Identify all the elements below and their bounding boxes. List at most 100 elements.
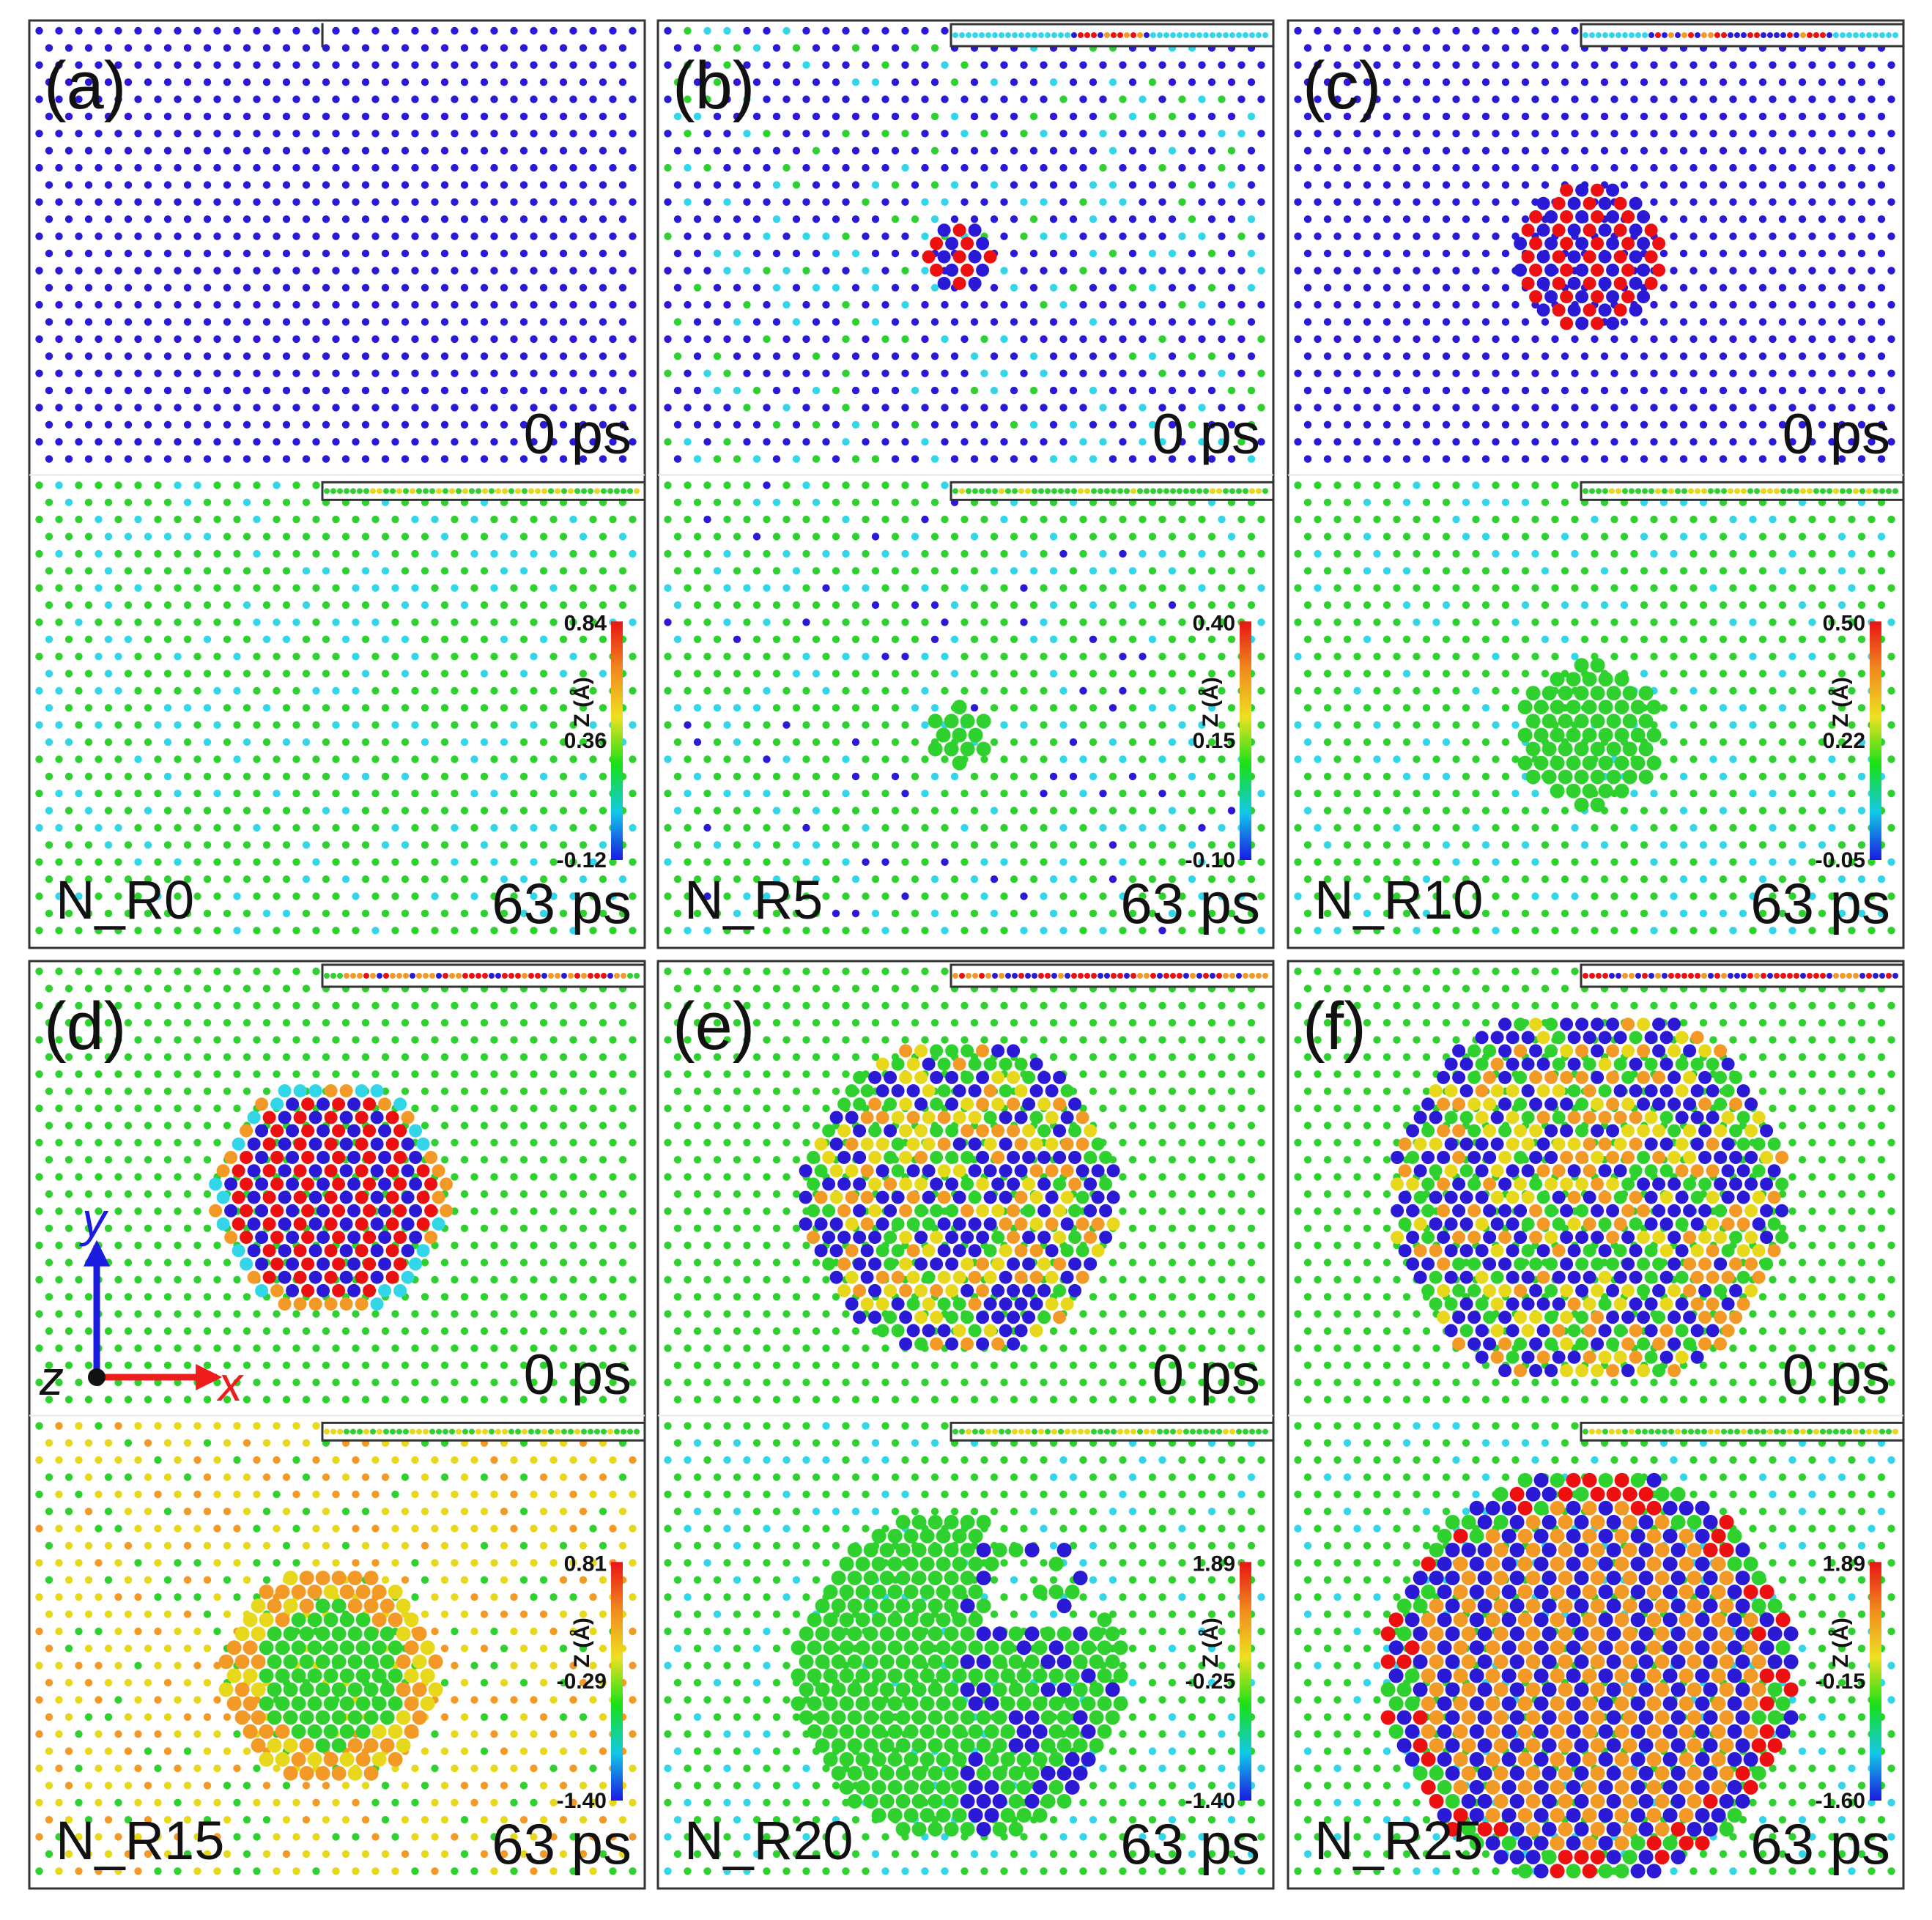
atom (1207, 249, 1216, 258)
atom (401, 670, 410, 678)
atom (970, 181, 979, 189)
atom (1729, 790, 1737, 798)
atom (411, 790, 419, 798)
atom (183, 704, 192, 712)
atom (95, 335, 103, 344)
atom (500, 601, 508, 609)
atom (1571, 438, 1579, 446)
atom (599, 635, 607, 643)
inset-atom (449, 488, 455, 494)
atom (1640, 147, 1648, 155)
atom (970, 875, 979, 883)
atom (911, 670, 919, 678)
atom (134, 790, 142, 798)
atom (193, 823, 201, 832)
atom (1148, 772, 1157, 781)
atom (1158, 618, 1166, 626)
atom (440, 601, 449, 609)
atom (569, 300, 577, 309)
atom (1877, 112, 1886, 121)
atom (1808, 300, 1816, 309)
atom (1689, 369, 1698, 377)
atom (832, 601, 840, 609)
inset-atom (1196, 32, 1202, 38)
atom (569, 858, 577, 867)
atom (792, 386, 801, 395)
atom (911, 704, 919, 712)
atom (1422, 352, 1431, 360)
cluster-atom (983, 250, 997, 264)
atom (1521, 352, 1530, 360)
atom (549, 892, 558, 900)
atom (371, 515, 380, 524)
atom (693, 772, 702, 781)
atom (174, 335, 182, 344)
atom (891, 738, 900, 746)
atom (1402, 78, 1411, 86)
atom (1442, 567, 1451, 575)
atom (530, 584, 538, 592)
atom (1247, 601, 1256, 609)
time-label-final: 63 ps (492, 871, 632, 935)
atom (752, 533, 761, 541)
atom (1139, 790, 1147, 798)
atom (1373, 549, 1381, 558)
atom (1314, 300, 1322, 309)
atom (703, 858, 711, 867)
atom (193, 721, 201, 729)
atom (871, 601, 880, 609)
atom (1531, 549, 1539, 558)
atom (802, 823, 810, 832)
atom (381, 147, 390, 155)
atom (1402, 147, 1411, 155)
atom (431, 300, 439, 309)
atom (1561, 352, 1569, 360)
atom (1168, 112, 1177, 121)
atom (510, 618, 518, 626)
atom (782, 130, 791, 138)
atom (941, 549, 949, 558)
atom (273, 232, 281, 240)
atom (1887, 584, 1895, 592)
atom (1363, 567, 1372, 575)
atom (1207, 670, 1216, 678)
atom (930, 420, 939, 429)
atom (589, 721, 597, 729)
atom (1139, 232, 1147, 240)
atom (1303, 772, 1312, 781)
atom (1521, 498, 1530, 506)
atom (1010, 78, 1018, 86)
atom (559, 533, 568, 541)
atom (1303, 601, 1312, 609)
atom (124, 420, 133, 429)
atom (743, 618, 751, 626)
atom (84, 738, 93, 746)
atom (664, 335, 672, 344)
atom (451, 653, 459, 661)
atom (1059, 300, 1067, 309)
atom (1040, 721, 1048, 729)
atom (1659, 533, 1668, 541)
atom (500, 112, 508, 121)
cluster-atom (961, 237, 974, 251)
atom (371, 790, 380, 798)
atom (1099, 130, 1107, 138)
atom (664, 232, 672, 240)
cluster-atom (1544, 210, 1558, 223)
atom (332, 267, 340, 275)
atom (341, 318, 350, 326)
atom (673, 909, 682, 918)
atom (1749, 267, 1757, 275)
atom (55, 232, 63, 240)
atom (1218, 515, 1226, 524)
inset-atom (1800, 32, 1806, 38)
atom (361, 352, 370, 360)
atom (1247, 181, 1256, 189)
atom (124, 807, 133, 815)
atom (292, 95, 300, 103)
atom (1462, 44, 1470, 52)
atom (361, 249, 370, 258)
atom (733, 455, 741, 463)
atom (1739, 386, 1747, 395)
atom (1314, 404, 1322, 412)
